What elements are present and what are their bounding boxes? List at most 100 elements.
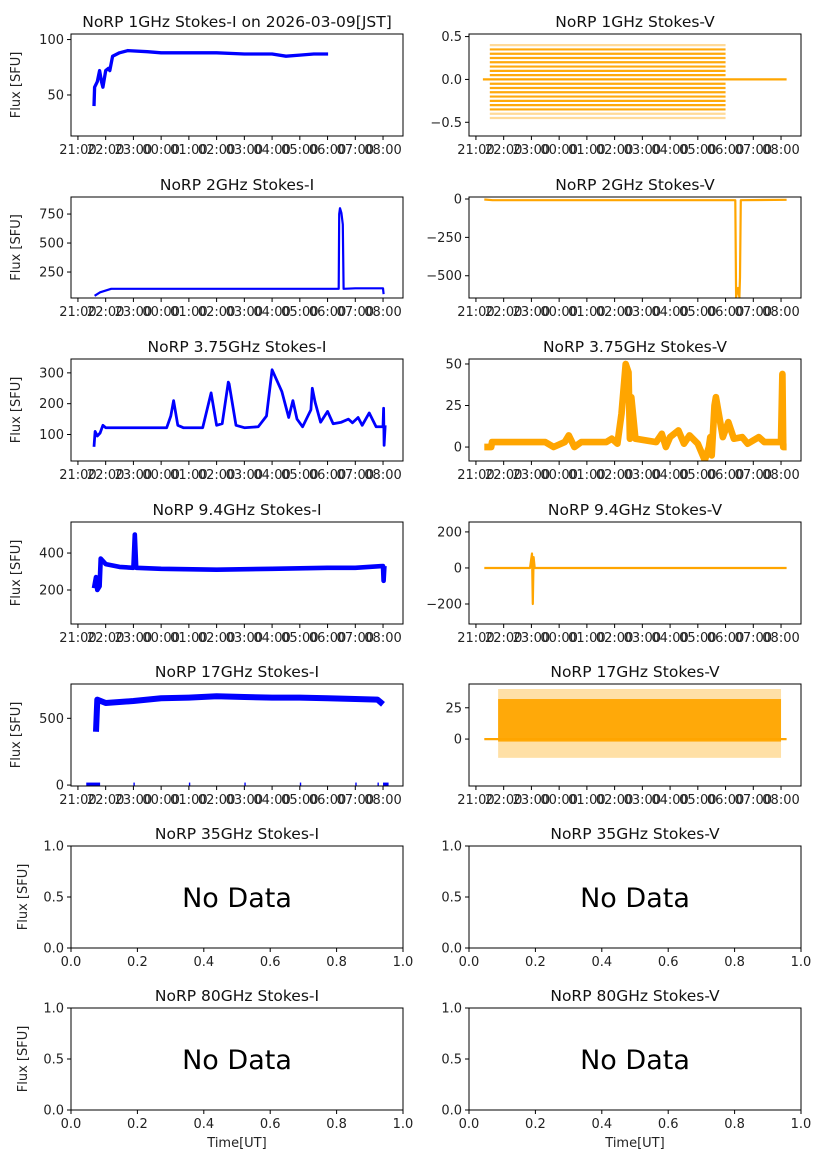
x-tick-label-7: 04:00 [253,143,290,158]
x-tick-label-9: 06:00 [309,305,346,320]
no-data-text: No Data [182,883,292,914]
x-tick-label-0: 0.0 [61,1117,82,1132]
x-tick-label-1: 22:00 [485,793,522,808]
x-tick-label-1: 22:00 [87,143,124,158]
x-tick-label-6: 03:00 [226,468,263,483]
plot-area [484,552,787,606]
x-tick-label-6: 03:00 [624,305,661,320]
x-tick-label-8: 05:00 [679,305,716,320]
series-line-0 [94,207,385,297]
y-tick-label-1: −250 [426,231,462,246]
x-tick-label-3: 0.6 [260,1117,281,1132]
x-tick-label-5: 02:00 [596,468,633,483]
y-tick-label-2: 0.5 [441,30,462,45]
x-tick-label-9: 06:00 [707,793,744,808]
x-tick-label-0: 21:00 [457,143,494,158]
x-tick-label-5: 02:00 [198,631,235,646]
x-tick-label-2: 23:00 [513,305,550,320]
x-tick-label-2: 23:00 [115,143,152,158]
axes-frame [70,33,404,137]
x-tick-label-5: 02:00 [198,468,235,483]
x-tick-label-3: 0.6 [658,955,679,970]
x-tick-label-6: 03:00 [226,631,263,646]
plot-area [482,44,787,120]
x-tick-label-1: 22:00 [485,143,522,158]
x-tick-label-1: 22:00 [87,305,124,320]
y-tick-label-1: 0.5 [43,1053,64,1068]
x-tick-label-10: 07:00 [735,305,772,320]
noise-band-inner [498,699,782,742]
plot-area [484,198,787,298]
x-tick-label-4: 01:00 [170,631,207,646]
chart-title: NoRP 1GHz Stokes-I on 2026-03-09[JST] [82,13,392,31]
x-tick-label-3: 0.6 [260,955,281,970]
x-tick-label-2: 23:00 [115,305,152,320]
y-tick-label-2: 50 [445,357,462,372]
x-tick-label-11: 08:00 [762,305,799,320]
x-tick-label-4: 01:00 [568,631,605,646]
plot-area [484,689,787,758]
x-tick-label-8: 05:00 [281,468,318,483]
x-tick-label-5: 02:00 [596,305,633,320]
x-tick-label-1: 22:00 [87,793,124,808]
y-tick-label-1: 25 [445,701,462,716]
x-tick-label-3: 00:00 [142,468,179,483]
x-tick-label-9: 06:00 [707,143,744,158]
x-tick-label-0: 21:00 [457,468,494,483]
y-tick-label-0: 50 [47,88,64,103]
plot-area [484,360,787,461]
chart-panel-5: 0 25 50 21:0022:0023:0000:0001:0002:0003:00… [445,338,802,483]
x-tick-label-8: 05:00 [281,143,318,158]
x-tick-label-6: 03:00 [226,305,263,320]
x-tick-label-10: 07:00 [735,143,772,158]
x-tick-label-2: 0.4 [591,955,612,970]
axes-frame [70,683,404,787]
y-tick-label-2: 1.0 [441,840,462,855]
x-tick-label-6: 03:00 [624,143,661,158]
axes-frame [468,358,802,462]
x-tick-label-8: 05:00 [281,305,318,320]
chart-title: NoRP 17GHz Stokes-V [550,663,720,681]
y-tick-label-0: −500 [426,269,462,284]
y-axis-label: Flux [SFU] [9,52,24,119]
y-tick-label-1: 400 [39,547,64,562]
axes-frame [468,521,802,625]
x-tick-label-3: 00:00 [142,631,179,646]
y-tick-label-2: 1.0 [441,1002,462,1017]
chart-title: NoRP 35GHz Stokes-V [550,825,720,843]
plot-area [92,48,329,107]
y-tick-label-0: 0.0 [43,942,64,957]
x-tick-label-7: 04:00 [651,305,688,320]
x-tick-label-1: 0.2 [127,1117,148,1132]
chart-panel-4: 10020030021:0022:0023:0000:0001:0002:000… [9,338,404,483]
x-tick-label-6: 03:00 [624,631,661,646]
chart-panel-3: −500−250021:0022:0023:0000:0001:0002:000… [426,176,802,320]
x-tick-label-0: 0.0 [459,955,480,970]
x-tick-label-4: 01:00 [170,793,207,808]
x-tick-label-2: 23:00 [115,793,152,808]
x-tick-label-3: 00:00 [540,793,577,808]
y-tick-label-2: 750 [39,208,64,223]
y-tick-label-0: 0.0 [43,1104,64,1119]
x-tick-label-5: 1.0 [791,1117,812,1132]
x-tick-label-4: 01:00 [568,468,605,483]
chart-panel-11: 0.0 0.5 1.0 0.0 0.2 0.4 0.6 0.8 1.0 NoRP 35GHz St… [441,825,811,970]
x-tick-label-2: 23:00 [513,631,550,646]
x-tick-label-0: 21:00 [457,631,494,646]
x-tick-label-3: 0.6 [658,1117,679,1132]
x-tick-label-3: 00:00 [540,631,577,646]
chart-panel-2: 25050075021:0022:0023:0000:0001:0002:000… [9,176,404,320]
x-tick-label-6: 03:00 [624,468,661,483]
x-tick-label-2: 23:00 [513,793,550,808]
y-tick-label-0: 0 [454,441,462,456]
x-tick-label-7: 04:00 [253,631,290,646]
x-tick-label-11: 08:00 [762,793,799,808]
x-tick-label-4: 01:00 [170,143,207,158]
series-line-0 [92,368,387,447]
chart-panel-9: 0 25 21:0022:0023:0000:0001:0002:0003:0004… [445,663,802,808]
x-tick-label-9: 06:00 [309,468,346,483]
x-tick-label-11: 08:00 [364,468,401,483]
y-tick-label-1: 0 [454,561,462,576]
y-tick-label-1: 0.5 [441,1053,462,1068]
y-tick-label-1: 500 [39,237,64,252]
